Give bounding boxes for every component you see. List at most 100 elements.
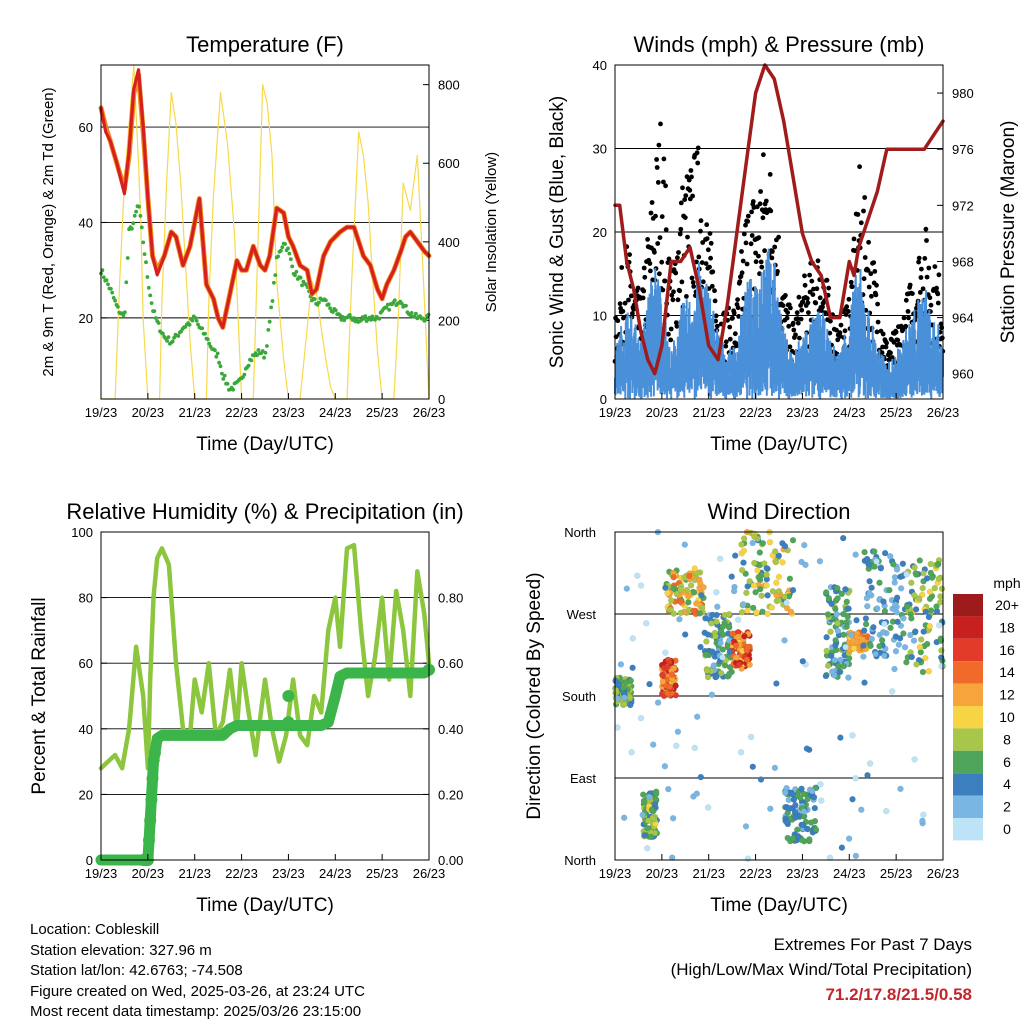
- direction-point: [768, 604, 775, 611]
- y2-tick-label: 0.00: [438, 853, 463, 868]
- gust-point: [756, 235, 762, 241]
- direction-point: [650, 741, 657, 748]
- dewpoint-point: [110, 290, 115, 295]
- direction-point: [746, 661, 753, 668]
- direction-point: [677, 586, 684, 593]
- direction-point: [792, 802, 799, 809]
- gust-point: [698, 228, 703, 234]
- direction-point: [669, 815, 677, 822]
- gust-point: [846, 296, 852, 302]
- direction-point: [911, 564, 918, 571]
- x-tick-label: 26/23: [927, 866, 960, 881]
- direction-point: [881, 620, 888, 628]
- direction-point: [926, 623, 933, 630]
- direction-point: [834, 584, 841, 592]
- dewpoint-point: [384, 305, 389, 310]
- direction-point: [750, 604, 757, 612]
- gust-point: [874, 282, 879, 288]
- direction-point: [802, 561, 809, 569]
- gust-point: [630, 311, 635, 316]
- direction-point: [823, 589, 830, 596]
- direction-point: [640, 791, 647, 798]
- direction-point: [826, 854, 834, 861]
- x-tick-label: 22/23: [225, 405, 258, 420]
- direction-point: [764, 610, 771, 618]
- direction-point: [725, 611, 733, 618]
- gust-point: [700, 279, 706, 285]
- x-axis-label: Time (Day/UTC): [196, 895, 334, 916]
- direction-point: [794, 833, 802, 840]
- gust-point: [753, 259, 759, 265]
- gust-point: [740, 258, 746, 264]
- direction-point: [743, 589, 750, 597]
- direction-point: [910, 637, 918, 644]
- gust-point: [641, 288, 647, 294]
- direction-point: [677, 609, 684, 617]
- direction-point: [740, 535, 748, 542]
- direction-point: [697, 643, 704, 651]
- direction-point: [913, 661, 920, 668]
- x-tick-label: 22/23: [739, 405, 772, 420]
- direction-point: [759, 540, 767, 547]
- direction-point: [937, 599, 944, 606]
- series-9m-temperature: [98, 72, 432, 330]
- dewpoint-point: [108, 286, 113, 291]
- dewpoint-point: [300, 283, 304, 288]
- gust-point: [875, 319, 881, 325]
- direction-point: [744, 643, 752, 651]
- dewpoint-point: [132, 213, 137, 218]
- direction-point: [775, 597, 782, 604]
- gust-point: [906, 315, 911, 321]
- gust-point: [849, 284, 855, 290]
- gust-point: [759, 264, 765, 270]
- direction-point: [629, 635, 636, 642]
- gust-point: [910, 291, 915, 296]
- direction-point: [934, 561, 941, 568]
- gust-point: [660, 287, 666, 293]
- x-tick-label: 24/23: [833, 405, 866, 420]
- gust-point: [735, 297, 740, 302]
- direction-point: [728, 573, 735, 580]
- gust-point: [796, 294, 802, 300]
- gust-point: [749, 209, 754, 215]
- direction-point: [833, 611, 840, 618]
- gust-point: [705, 247, 711, 253]
- direction-point: [783, 599, 790, 607]
- direction-point: [648, 806, 656, 813]
- direction-point: [772, 548, 779, 555]
- gust-point: [883, 344, 889, 350]
- gust-point: [809, 278, 815, 284]
- y-tick-label: 20: [79, 787, 93, 802]
- gust-point: [895, 337, 901, 343]
- direction-point: [893, 594, 901, 601]
- gust-point: [828, 318, 833, 324]
- direction-point: [775, 588, 783, 595]
- dewpoint-point: [148, 293, 153, 298]
- dewpoint-point: [187, 322, 192, 327]
- gust-point: [648, 268, 653, 274]
- direction-point: [818, 797, 825, 804]
- direction-point: [703, 667, 711, 674]
- direction-point: [926, 595, 934, 603]
- direction-point: [668, 597, 675, 604]
- direction-point: [694, 713, 701, 720]
- dewpoint-point: [249, 358, 254, 363]
- dewpoint-point: [106, 282, 110, 287]
- direction-point: [772, 558, 779, 566]
- dewpoint-point: [172, 335, 177, 340]
- direction-point: [667, 606, 674, 613]
- gust-point: [684, 174, 690, 180]
- winds-pressure-chart: 0 10 20 30 40 960 964 968 972 976 980 Winds (mph) &…: [547, 32, 1019, 455]
- y-tick-label: 10: [593, 309, 607, 324]
- direction-point: [669, 854, 676, 861]
- direction-point: [899, 560, 907, 567]
- gust-point: [654, 165, 660, 170]
- x-tick-label: 24/23: [833, 866, 866, 881]
- gust-point: [736, 314, 742, 319]
- direction-point: [740, 547, 748, 554]
- gust-point: [647, 261, 653, 266]
- dewpoint-point: [152, 309, 157, 313]
- direction-point: [891, 665, 898, 673]
- dewpoint-point: [290, 264, 295, 269]
- direction-point: [720, 631, 727, 638]
